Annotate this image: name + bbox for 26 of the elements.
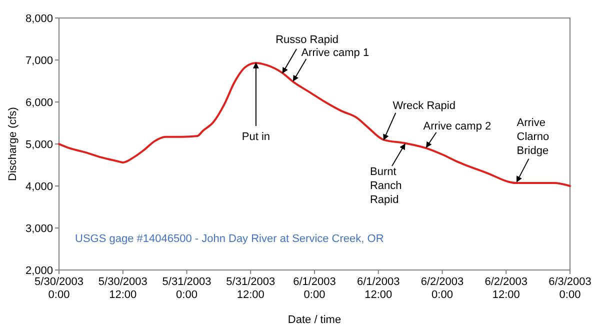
annotation: USGS gage #14046500 - John Day River at Service Creek, OR	[75, 233, 384, 245]
annotation: Burnt Ranch Rapid	[370, 166, 402, 206]
y-tick-label: 2,000	[25, 264, 53, 277]
y-tick-label: 7,000	[25, 54, 53, 67]
x-axis-title: Date / time	[288, 314, 342, 326]
x-tick-label: 6/1/2003 0:00	[293, 276, 336, 301]
annotation: Arrive Clarno Bridge	[516, 116, 550, 157]
annotation: Wreck Rapid	[392, 100, 456, 112]
x-tick-label: 6/2/2003 12:00	[484, 276, 528, 301]
x-tick-label: 6/3/2003 0:00	[548, 276, 592, 301]
y-tick-label: 3,000	[25, 222, 53, 235]
annotation: Arrive camp 2	[423, 120, 492, 132]
x-tick-label: 5/31/2003 0:00	[162, 276, 212, 301]
x-tick-label: 6/1/2003 12:00	[356, 276, 400, 301]
y-axis-title: Discharge (cfs)	[7, 107, 19, 181]
x-tick-label: 5/30/2003 0:00	[34, 276, 84, 301]
annotation: Russo Rapid	[276, 34, 339, 46]
y-tick-label: 8,000	[25, 12, 53, 25]
y-tick-label: 6,000	[25, 96, 53, 109]
annotation: Arrive camp 1	[301, 47, 370, 59]
y-tick-label: 4,000	[25, 180, 53, 193]
annotation: Put in	[242, 130, 270, 143]
x-tick-label: 5/30/2003 12:00	[98, 276, 148, 301]
y-tick-label: 5,000	[25, 138, 53, 151]
x-tick-label: 5/31/2003 12:00	[226, 276, 276, 301]
x-tick-label: 6/2/2003 0:00	[420, 276, 464, 301]
